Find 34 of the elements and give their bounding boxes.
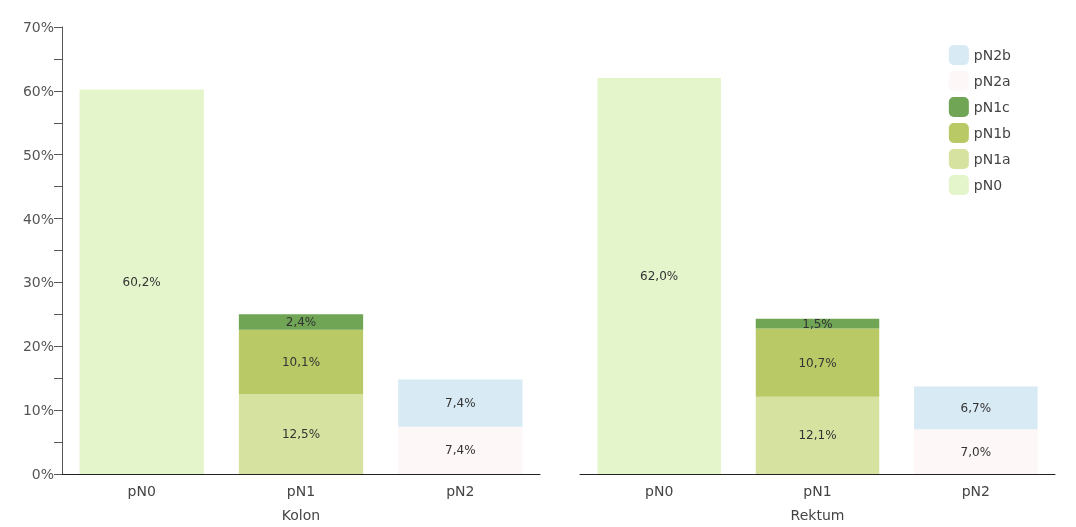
x-tick-label: pN1 bbox=[286, 483, 316, 499]
x-tick-label: pN2 bbox=[961, 483, 990, 499]
legend-label: pN0 bbox=[973, 177, 1003, 193]
y-tick-label: 0% bbox=[31, 466, 54, 482]
legend-label: pN1b bbox=[973, 125, 1012, 141]
legend-label: pN2b bbox=[973, 47, 1012, 63]
y-tick-label: 30% bbox=[22, 274, 54, 291]
data-label: 2,4% bbox=[285, 315, 317, 330]
data-label: 10,1% bbox=[281, 354, 321, 369]
y-tick-label: 10% bbox=[22, 402, 54, 419]
data-label: 12,5% bbox=[281, 427, 321, 442]
legend-label: pN2a bbox=[973, 73, 1011, 89]
y-tick-label: 50% bbox=[22, 146, 54, 163]
data-label: 1,5% bbox=[802, 316, 833, 331]
y-tick-label: 60% bbox=[22, 82, 54, 99]
x-tick-label: pN2 bbox=[446, 483, 475, 499]
legend-label: pN1c bbox=[973, 99, 1010, 115]
legend-label: pN1a bbox=[973, 151, 1011, 167]
y-tick-label: 40% bbox=[22, 210, 54, 227]
data-label: 7,0% bbox=[960, 444, 992, 459]
data-label: 60,2% bbox=[122, 274, 161, 289]
x-tick-label: pN0 bbox=[645, 483, 674, 499]
data-label: 6,7% bbox=[960, 400, 992, 415]
y-tick-label: 70% bbox=[22, 19, 54, 35]
data-label: 12,1% bbox=[798, 428, 837, 443]
data-label: 10,7% bbox=[798, 355, 837, 370]
x-axis-title: Kolon bbox=[281, 507, 321, 523]
y-tick-label: 20% bbox=[22, 338, 54, 355]
data-label: 7,4% bbox=[445, 396, 476, 411]
x-tick-label: pN0 bbox=[127, 483, 156, 499]
data-label: 7,4% bbox=[445, 443, 476, 458]
x-tick-label: pN1 bbox=[803, 483, 832, 499]
data-label: 62,0% bbox=[640, 269, 679, 284]
x-axis-title: Rektum bbox=[790, 507, 845, 523]
